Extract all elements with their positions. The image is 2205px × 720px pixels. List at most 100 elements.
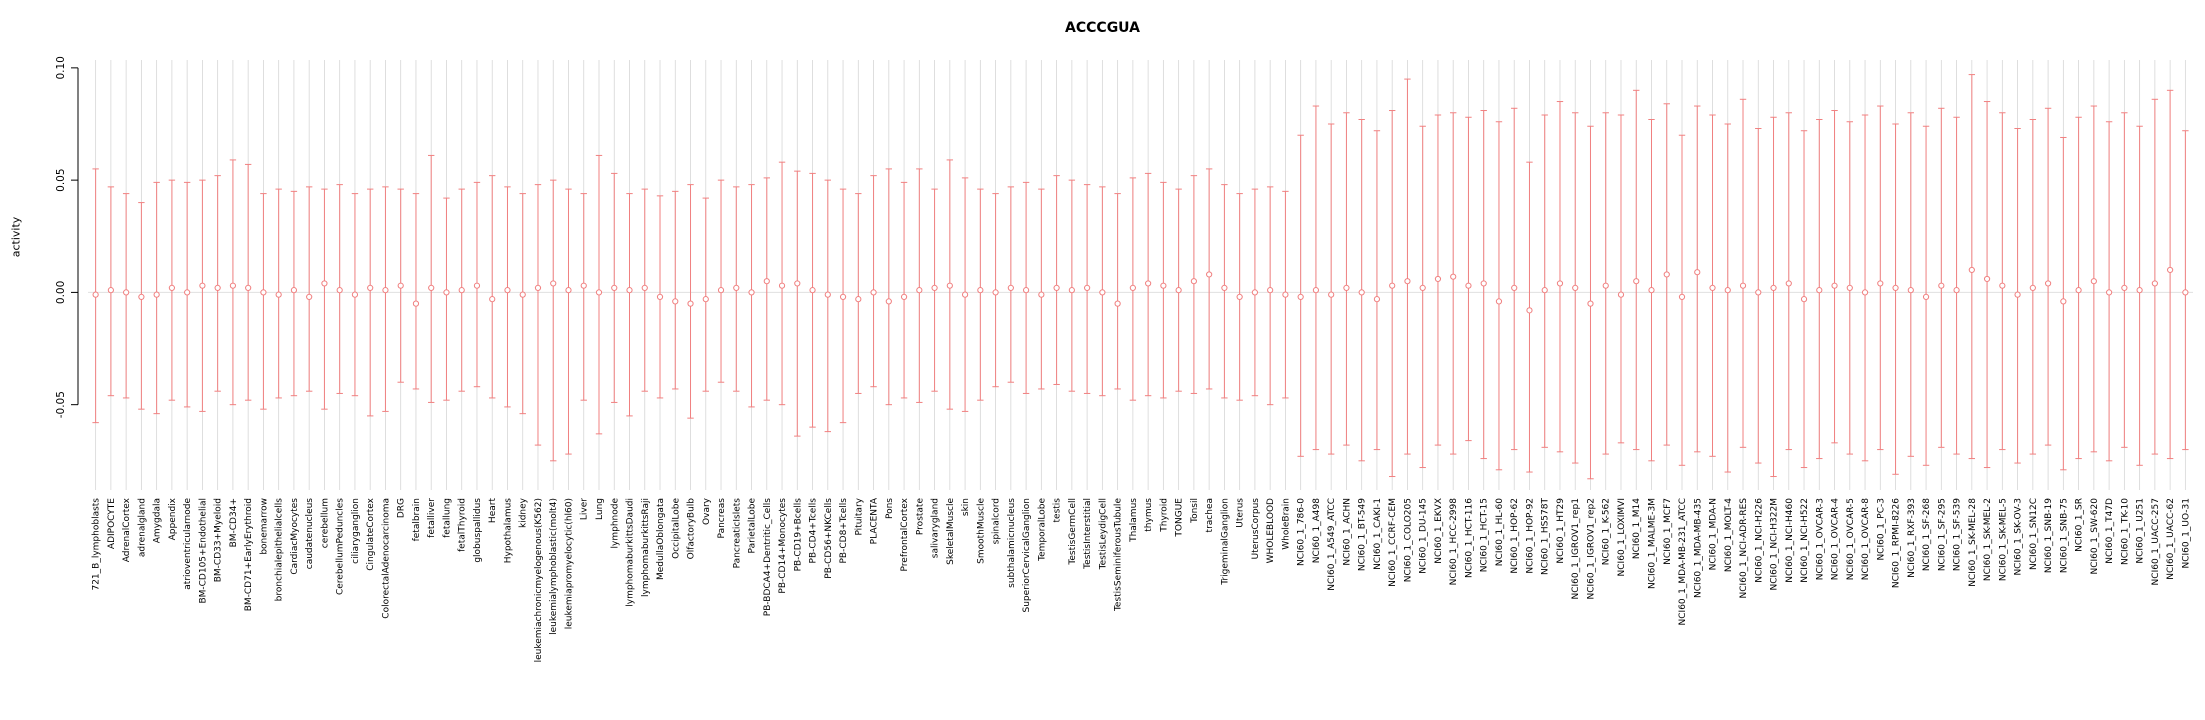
data-point [1907,287,1914,294]
x-tick-label: TestisInterstitial [1083,498,1093,570]
x-tick-label: PancreaticIslets [732,498,742,569]
x-tick-label: TONGUE [1175,498,1185,538]
error-bar [809,172,816,428]
error-bar [656,195,664,399]
x-tick-label: NCI60_1_CCRF-CEM [1388,498,1398,587]
data-point [1892,284,1899,292]
x-tick-label: Tonsil [1190,498,1200,524]
x-tick-label: NCI60_1_M14 [1632,498,1642,559]
x-tick-label: testis [1053,498,1063,523]
x-tick-label: TestisGermCell [1068,498,1078,566]
data-point [824,291,831,298]
error-bar [1709,114,1716,457]
error-bar [550,179,557,462]
x-tick-label: NCI60_1_SW-620 [2090,498,2100,575]
x-tick-label: NCI60_1_NCI-H226 [1754,498,1764,583]
error-bar [855,193,862,394]
x-tick-label: Thalamus [1129,498,1139,543]
x-tick-label: ParietalLobe [748,498,758,554]
chart-title: ACCCGUA [1065,20,1140,36]
error-bar [305,186,313,392]
x-tick-label: BM-CD33+Myeloid [214,498,224,582]
error-bars [92,74,2189,480]
error-bar [1556,101,1564,453]
x-tick-label: Uterus [1236,498,1246,528]
x-tick-label: NCI60_1_TK-10 [2120,498,2130,565]
x-tick-label: TestisSeminiferousTubule [1114,498,1124,612]
data-point [1831,282,1838,289]
data-point [1770,284,1777,292]
error-bar [1587,125,1594,480]
error-bar [839,188,847,424]
x-tick-label: fetalbrain [412,498,422,541]
error-bar [443,197,450,401]
x-tick-label: NCI60_1_MDA-MB-435 [1693,498,1703,598]
x-tick-label: NCI60_1_SNB-75 [2059,498,2069,573]
data-point [1541,287,1548,294]
data-point [168,284,175,292]
data-point [382,287,389,294]
data-point [717,287,725,294]
data-point [1343,284,1350,292]
x-tick-label: NCI60_1_A549_ATCC [1327,498,1337,591]
x-tick-label: NCI60_1_OVCAR-5 [1846,498,1856,580]
error-bar [1999,112,2006,451]
x-tick-label: PB-CD4+Tcells [809,498,819,564]
data-point [1999,282,2006,289]
data-point [1145,280,1152,287]
data-point [1282,291,1289,298]
x-tick-label: NCI60_1_DU-145 [1419,498,1429,574]
x-tick-label: NCI60_1_SF-295 [1937,498,1947,571]
error-bar [1129,177,1137,401]
error-bar [1160,181,1167,399]
error-bar [1404,78,1411,455]
error-bar [244,163,252,401]
error-bar [1755,127,1762,464]
data-point [1556,280,1564,287]
data-point [153,291,160,298]
error-bar [2060,136,2067,471]
error-bar [900,181,908,399]
error-bar [428,154,435,403]
error-bar [290,190,298,397]
data-point [1114,300,1121,307]
error-bar [1114,193,1121,390]
x-tick-label: Hypothalamus [503,498,513,564]
x-tick-label: NCI60_1_SF-268 [1922,498,1932,571]
error-bar [778,161,786,406]
data-point [626,287,633,294]
x-tick-label: fetallung [442,498,452,538]
error-bar [412,193,420,390]
x-tick-label: NCI60_1_COLO205 [1403,498,1413,582]
data-point [351,291,359,298]
x-tick-label: PB-CD14+Monocytes [778,498,788,594]
error-bar [366,188,374,417]
data-point [672,298,679,305]
error-bar [489,175,496,399]
x-tick-label: lymphomaburkittsDaudi [626,498,636,607]
error-bar [717,179,725,383]
data-point [2029,284,2036,292]
data-point [245,284,252,292]
error-bar [1694,105,1701,453]
data-point [900,293,908,300]
x-tick-label: subthalamicnucleus [1007,498,1017,588]
x-tick-label: BM-CD105+Endothelial [198,498,208,604]
data-point [1800,296,1808,303]
data-point [1312,287,1320,294]
x-tick-label: BM-CD34+ [229,498,239,547]
data-point [1450,273,1457,280]
data-point [641,284,648,292]
error-bar [1602,112,1609,455]
data-point [656,293,664,300]
x-tick-label: NCI60_1_RXF-393 [1907,498,1917,578]
data-point [1511,284,1518,292]
error-bar [2090,105,2098,453]
error-bar [1785,112,1792,451]
error-bar [1663,103,1670,446]
data-point [855,296,862,303]
data-point [306,293,313,300]
x-tick-label: NCI60_1_SK-OV-3 [2014,498,2024,576]
error-bar [1358,119,1365,462]
